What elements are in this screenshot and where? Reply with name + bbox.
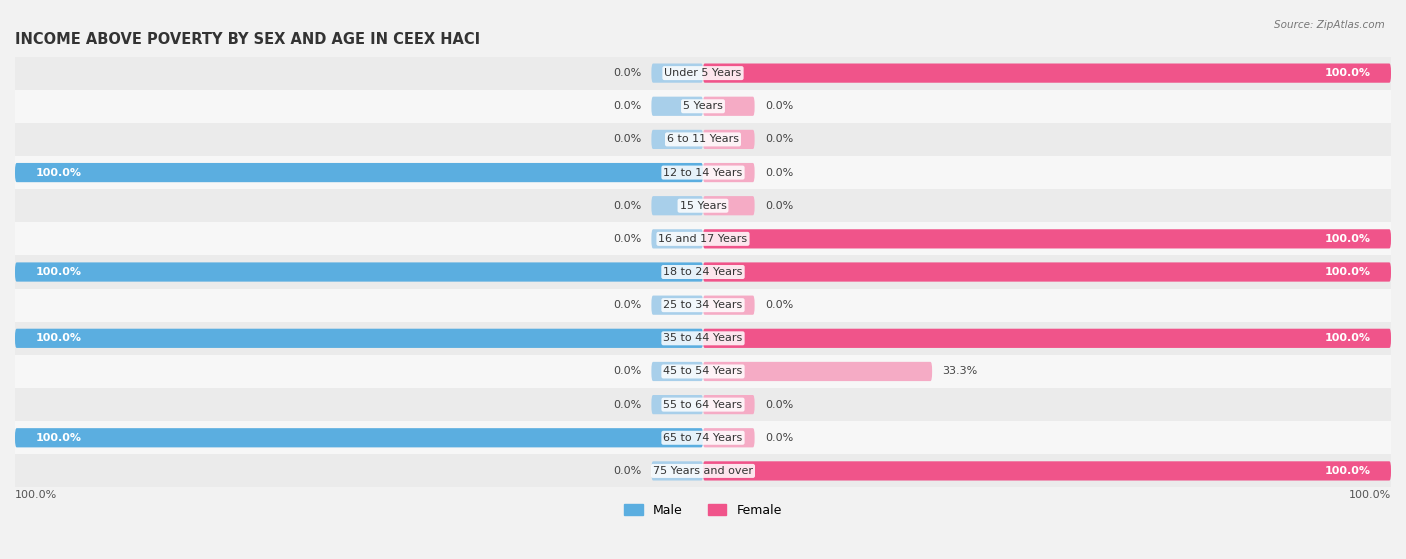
Text: INCOME ABOVE POVERTY BY SEX AND AGE IN CEEX HACI: INCOME ABOVE POVERTY BY SEX AND AGE IN C…: [15, 32, 479, 47]
FancyBboxPatch shape: [651, 64, 703, 83]
Text: 100.0%: 100.0%: [1348, 490, 1391, 500]
Legend: Male, Female: Male, Female: [619, 499, 787, 522]
Text: 100.0%: 100.0%: [35, 333, 82, 343]
Text: 100.0%: 100.0%: [1324, 234, 1371, 244]
FancyBboxPatch shape: [703, 296, 755, 315]
FancyBboxPatch shape: [703, 196, 755, 215]
FancyBboxPatch shape: [703, 329, 1391, 348]
Text: 65 to 74 Years: 65 to 74 Years: [664, 433, 742, 443]
Text: 33.3%: 33.3%: [942, 367, 977, 376]
Text: 25 to 34 Years: 25 to 34 Years: [664, 300, 742, 310]
FancyBboxPatch shape: [651, 461, 703, 481]
Bar: [15, 123, 1391, 156]
Text: 12 to 14 Years: 12 to 14 Years: [664, 168, 742, 178]
FancyBboxPatch shape: [703, 428, 755, 447]
Text: 0.0%: 0.0%: [613, 134, 641, 144]
Text: Source: ZipAtlas.com: Source: ZipAtlas.com: [1274, 20, 1385, 30]
Bar: [15, 189, 1391, 222]
FancyBboxPatch shape: [703, 64, 1391, 83]
Text: 0.0%: 0.0%: [613, 367, 641, 376]
Text: 0.0%: 0.0%: [613, 400, 641, 410]
FancyBboxPatch shape: [651, 395, 703, 414]
Text: 0.0%: 0.0%: [613, 201, 641, 211]
Text: 100.0%: 100.0%: [1324, 333, 1371, 343]
Text: 0.0%: 0.0%: [765, 168, 793, 178]
Text: 0.0%: 0.0%: [765, 400, 793, 410]
Bar: [15, 156, 1391, 189]
Text: 6 to 11 Years: 6 to 11 Years: [666, 134, 740, 144]
Text: 35 to 44 Years: 35 to 44 Years: [664, 333, 742, 343]
FancyBboxPatch shape: [703, 97, 755, 116]
FancyBboxPatch shape: [651, 362, 703, 381]
FancyBboxPatch shape: [703, 262, 1391, 282]
Text: 75 Years and over: 75 Years and over: [652, 466, 754, 476]
Text: 16 and 17 Years: 16 and 17 Years: [658, 234, 748, 244]
FancyBboxPatch shape: [15, 428, 703, 447]
Bar: [15, 421, 1391, 454]
Bar: [15, 322, 1391, 355]
Text: 100.0%: 100.0%: [1324, 267, 1371, 277]
FancyBboxPatch shape: [15, 163, 703, 182]
Text: 45 to 54 Years: 45 to 54 Years: [664, 367, 742, 376]
Text: 100.0%: 100.0%: [1324, 68, 1371, 78]
FancyBboxPatch shape: [15, 329, 703, 348]
Text: 0.0%: 0.0%: [765, 201, 793, 211]
FancyBboxPatch shape: [651, 130, 703, 149]
FancyBboxPatch shape: [651, 296, 703, 315]
FancyBboxPatch shape: [703, 229, 1391, 249]
FancyBboxPatch shape: [15, 262, 703, 282]
Bar: [15, 255, 1391, 288]
Text: 0.0%: 0.0%: [765, 300, 793, 310]
Text: 0.0%: 0.0%: [765, 101, 793, 111]
Text: 15 Years: 15 Years: [679, 201, 727, 211]
FancyBboxPatch shape: [703, 461, 1391, 481]
Bar: [15, 89, 1391, 123]
FancyBboxPatch shape: [651, 229, 703, 249]
Text: 0.0%: 0.0%: [613, 300, 641, 310]
Text: 0.0%: 0.0%: [765, 433, 793, 443]
Bar: [15, 56, 1391, 89]
Text: 0.0%: 0.0%: [613, 68, 641, 78]
Bar: [15, 355, 1391, 388]
Text: 100.0%: 100.0%: [1324, 466, 1371, 476]
Text: 55 to 64 Years: 55 to 64 Years: [664, 400, 742, 410]
FancyBboxPatch shape: [703, 130, 755, 149]
Text: 5 Years: 5 Years: [683, 101, 723, 111]
FancyBboxPatch shape: [703, 395, 755, 414]
FancyBboxPatch shape: [651, 97, 703, 116]
Text: 0.0%: 0.0%: [613, 101, 641, 111]
Text: Under 5 Years: Under 5 Years: [665, 68, 741, 78]
Bar: [15, 288, 1391, 322]
Text: 0.0%: 0.0%: [613, 466, 641, 476]
Bar: [15, 388, 1391, 421]
FancyBboxPatch shape: [703, 362, 932, 381]
FancyBboxPatch shape: [703, 163, 755, 182]
Text: 0.0%: 0.0%: [613, 234, 641, 244]
Text: 100.0%: 100.0%: [15, 490, 58, 500]
FancyBboxPatch shape: [651, 196, 703, 215]
Text: 18 to 24 Years: 18 to 24 Years: [664, 267, 742, 277]
Text: 100.0%: 100.0%: [35, 433, 82, 443]
Text: 100.0%: 100.0%: [35, 267, 82, 277]
Text: 0.0%: 0.0%: [765, 134, 793, 144]
Bar: [15, 454, 1391, 487]
Text: 100.0%: 100.0%: [35, 168, 82, 178]
Bar: [15, 222, 1391, 255]
